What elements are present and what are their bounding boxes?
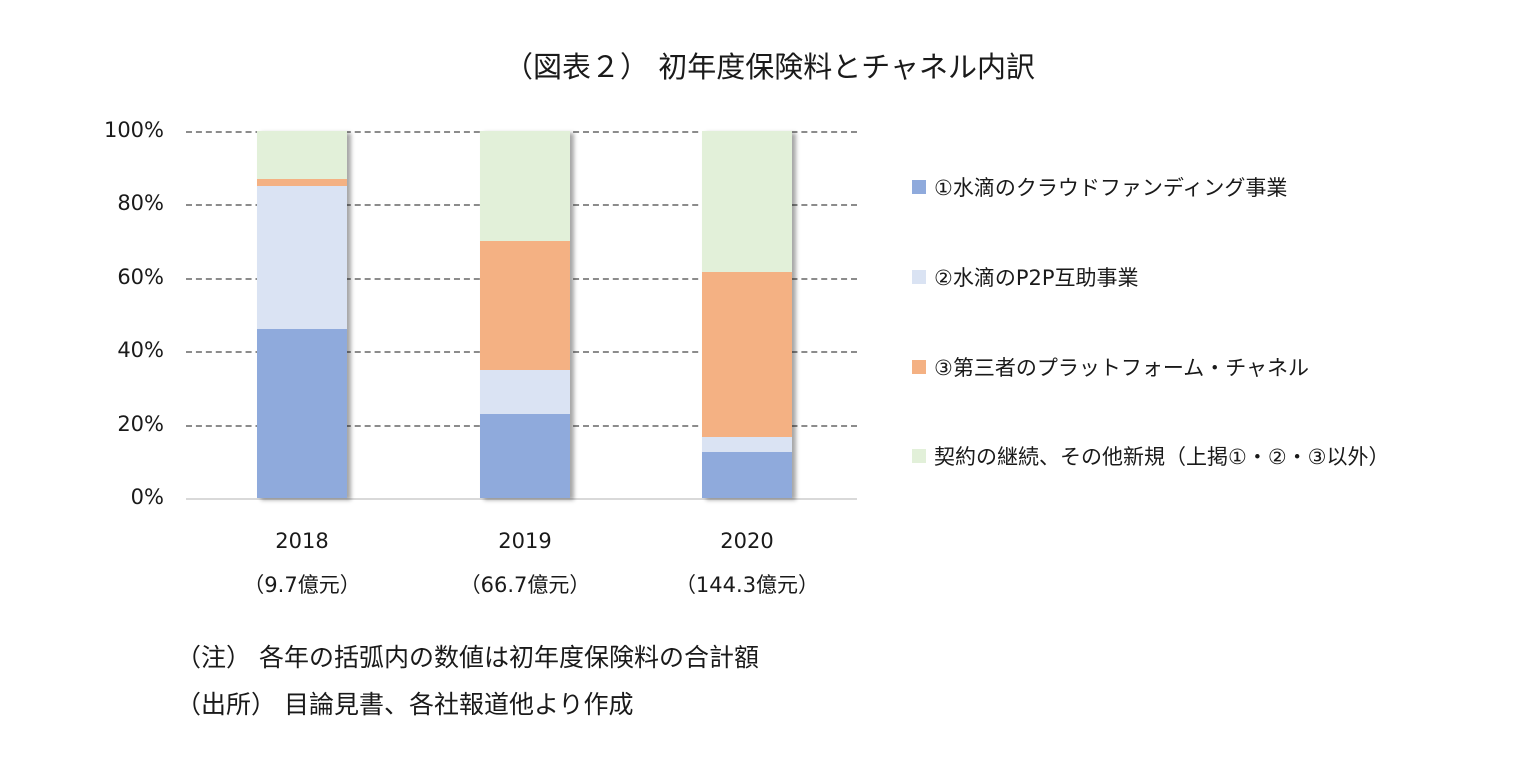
legend-label: 契約の継続、その他新規（上掲①・②・③以外） [934,445,1390,469]
legend-item: ①水滴のクラウドファンディング事業 [912,172,1287,202]
legend-item: ③第三者のプラットフォーム・チャネル [912,352,1309,382]
legend-swatch-icon [912,449,926,463]
bar-segment-series-1 [702,452,792,498]
y-tick-label: 80% [117,191,164,216]
y-tick-label: 60% [117,264,164,289]
y-tick-label: 20% [117,411,164,436]
legend-label: ③第三者のプラットフォーム・チャネル [934,356,1309,380]
bar-segment-series-3 [480,241,570,370]
legend-label: ②水滴のP2P互助事業 [934,266,1139,290]
y-tick-label: 40% [117,338,164,363]
x-tick-sublabel: （9.7億元） [243,573,361,597]
x-axis-line [186,498,857,500]
legend-item: 契約の継続、その他新規（上掲①・②・③以外） [912,441,1389,471]
legend-swatch-icon [912,270,926,284]
x-tick-label: 2018 [275,529,329,553]
bar-segment-series-4 [480,131,570,242]
note-source: （出所） 目論見書、各社報道他より作成 [176,690,634,719]
y-tick-label: 100% [103,118,164,142]
bar-segment-series-2 [257,186,347,330]
chart-title: （図表２） 初年度保険料とチャネル内訳 [504,50,1035,84]
x-tick-label: 2019 [498,529,552,553]
bar-segment-series-4 [702,131,792,273]
legend-label: ①水滴のクラウドファンディング事業 [934,176,1288,200]
bar-segment-series-1 [480,413,570,498]
bar-segment-series-4 [257,131,347,179]
legend-swatch-icon [912,180,926,194]
bar-2019 [480,131,570,498]
bar-2020 [702,131,792,498]
y-tick-label: 0% [130,485,164,509]
bar-segment-series-2 [702,437,792,453]
note-1: （注） 各年の括弧内の数値は初年度保険料の合計額 [176,643,759,672]
bar-segment-series-3 [257,178,347,187]
bar-segment-series-1 [257,329,347,498]
x-tick-label: 2020 [720,529,774,553]
legend-swatch-icon [912,360,926,374]
bar-2018 [257,131,347,498]
bar-segment-series-2 [480,369,570,414]
bar-segment-series-3 [702,272,792,438]
x-tick-sublabel: （144.3億元） [674,573,820,597]
x-tick-sublabel: （66.7億元） [459,573,591,597]
legend-item: ②水滴のP2P互助事業 [912,262,1139,292]
